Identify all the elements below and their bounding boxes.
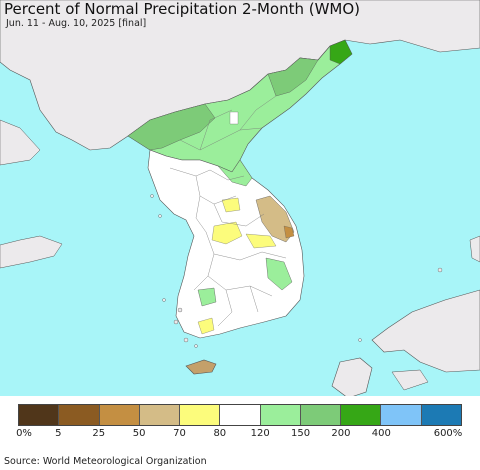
legend-swatch [220, 405, 261, 425]
legend-label: 600% [433, 428, 463, 439]
sk-yellow-center [211, 221, 243, 245]
sk-green-south-west [197, 287, 217, 307]
legend-swatch [341, 405, 382, 425]
legend-swatch [59, 405, 100, 425]
sk-yellow-east [245, 233, 277, 249]
nk-white-spot [229, 111, 239, 125]
sk-green-south-east [265, 257, 293, 291]
legend-label: 70 [173, 428, 186, 439]
islands [150, 194, 443, 348]
nk-mid-green-north [267, 57, 319, 97]
map-subtitle: Jun. 11 - Aug. 10, 2025 [final] [6, 18, 147, 29]
legend-label: 150 [290, 428, 311, 439]
sk-yellow-north [221, 197, 241, 213]
legend-swatch [381, 405, 422, 425]
province-borders [169, 95, 287, 327]
mainland-west [0, 119, 41, 166]
legend-swatch [260, 405, 301, 425]
legend-label: 25 [92, 428, 106, 439]
map-title: Percent of Normal Precipitation 2-Month … [4, 0, 361, 18]
legend-label: 80 [213, 428, 227, 439]
legend-label: 5 [55, 428, 62, 439]
source-credit: Source: World Meteorological Organizatio… [4, 456, 207, 467]
legend-colorbar [18, 404, 462, 426]
legend-label: 0% [16, 428, 32, 439]
legend-swatch [300, 405, 342, 425]
legend-swatch [139, 405, 181, 425]
legend-label: 50 [132, 428, 146, 439]
jeju-island [185, 359, 217, 375]
sk-green-north [217, 159, 253, 187]
japan-hokkaido-tip [469, 235, 480, 263]
legend-label: 120 [250, 428, 270, 439]
legend-swatch [99, 405, 140, 425]
legend-swatch [19, 405, 60, 425]
legend-label: 400 [371, 428, 391, 439]
sk-yellow-south [197, 317, 215, 335]
legend-label: 200 [331, 428, 351, 439]
sk-brown-spot [283, 225, 295, 239]
shandong [0, 235, 63, 269]
legend-swatch [180, 405, 221, 425]
japan-kyushu [331, 357, 373, 399]
japan-shikoku [391, 369, 429, 391]
legend-swatch [421, 405, 461, 425]
nk-dark-green-tip [329, 39, 353, 65]
nk-mid-green-west [127, 103, 216, 151]
japan-honshu [371, 289, 480, 373]
